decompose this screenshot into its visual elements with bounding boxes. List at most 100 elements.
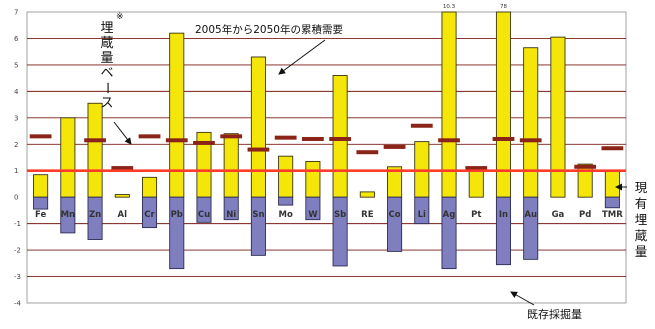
category-label-au: Au	[524, 210, 537, 220]
bars	[33, 11, 620, 270]
bar-mined-pb	[169, 196, 185, 270]
bar-demand-sb	[332, 75, 348, 198]
reserve-base-char: 蔵	[100, 36, 113, 51]
marker-reserve-base-pd	[574, 164, 597, 169]
current-reserve-char: 現	[635, 180, 648, 195]
marker-reserve-base-tmr	[601, 146, 624, 151]
bar-demand-pt	[468, 167, 484, 198]
marker-reserve-base-w	[301, 136, 324, 141]
y-tick-label: 2	[14, 141, 18, 149]
reserve-base-markers	[29, 123, 624, 171]
category-label-co: Co	[389, 210, 401, 220]
bar-demand-mo	[278, 155, 294, 198]
category-label-li: Li	[418, 210, 426, 220]
bar-demand-zn	[87, 102, 103, 198]
current-reserve-char: 量	[635, 244, 648, 259]
category-label-ag: Ag	[443, 210, 456, 220]
bar-demand-w	[305, 161, 321, 198]
category-label-ni: Ni	[226, 210, 236, 220]
marker-reserve-base-fe	[29, 134, 52, 139]
marker-reserve-base-ni	[220, 134, 243, 139]
bar-mined-ag	[441, 196, 457, 270]
y-tick-label: -4	[14, 300, 22, 308]
marker-reserve-base-au	[519, 138, 542, 143]
y-tick-label: 7	[14, 9, 18, 17]
category-label-w: W	[308, 210, 318, 220]
category-label-pd: Pd	[579, 210, 591, 220]
y-tick-label: 1	[14, 167, 18, 175]
reserve-base-arrow	[113, 121, 132, 145]
category-label-sn: Sn	[252, 210, 264, 220]
category-label-mo: Mo	[279, 210, 293, 220]
y-tick-label: 5	[14, 61, 18, 69]
bar-mined-tmr	[604, 196, 620, 209]
bar-demand-li	[414, 141, 430, 198]
bar-mined-sn	[250, 196, 266, 256]
bar-mined-in	[495, 196, 512, 266]
marker-reserve-base-cr	[138, 134, 161, 139]
current-reserve-char: 蔵	[635, 228, 648, 243]
bar-mined-li	[414, 196, 430, 225]
y-tick-label: 0	[14, 194, 18, 202]
bar-demand-ag	[441, 11, 457, 198]
marker-reserve-base-mo	[274, 135, 297, 140]
reserve-base-char: 埋	[100, 21, 113, 36]
bar-mined-fe	[33, 196, 49, 210]
existing-mined-arrow	[510, 291, 535, 306]
marker-reserve-base-cu	[193, 140, 215, 145]
marker-reserve-base-sb	[329, 136, 352, 141]
y-tick-label: 4	[14, 88, 19, 96]
value-label-in: 78	[500, 4, 507, 10]
marker-reserve-base-zn	[84, 138, 106, 143]
marker-reserve-base-pt	[465, 166, 488, 171]
bar-mined-w	[305, 196, 321, 221]
marker-reserve-base-re	[356, 150, 379, 155]
y-tick-label: 3	[14, 114, 18, 122]
bar-demand-fe	[33, 174, 49, 198]
bar-mined-cr	[141, 196, 158, 229]
category-label-tmr: TMR	[602, 210, 623, 220]
category-label-ga: Ga	[552, 210, 565, 220]
category-label-pt: Pt	[471, 210, 481, 220]
category-label-in: In	[499, 210, 508, 220]
category-label-cu: Cu	[198, 210, 210, 220]
bar-mined-au	[523, 196, 539, 260]
reserve-base-char: 量	[100, 51, 113, 66]
bar-demand-mn	[60, 117, 76, 198]
bar-mined-cu	[196, 196, 212, 223]
bar-mined-ni	[223, 196, 239, 221]
bar-mined-mn	[60, 196, 76, 234]
bar-demand-re	[359, 191, 375, 198]
marker-reserve-base-li	[410, 123, 433, 128]
marker-reserve-base-co	[383, 144, 406, 149]
category-label-sb: Sb	[334, 210, 346, 220]
bar-mined-zn	[87, 196, 103, 240]
demand-annotation: 2005年から2050年の累積需要	[195, 23, 343, 36]
category-label-al: Al	[118, 210, 128, 220]
existing-mined-annotation: 既存採掘量	[527, 307, 582, 321]
bar-demand-ni	[223, 133, 239, 198]
plot-frame	[26, 11, 627, 304]
bar-mined-sb	[332, 196, 348, 267]
bar-mined-mo	[278, 196, 294, 206]
category-label-re: RE	[361, 210, 374, 220]
category-labels: Fe Mn Zn Al Cr Pb Cu Ni Sn Mo W Sb RE Co Li Ag Pt In Au Ga P…	[35, 210, 623, 220]
current-reserve-char: 埋	[635, 212, 648, 227]
bar-demand-cr	[141, 176, 158, 198]
bar-demand-pb	[169, 32, 185, 198]
y-tick-label: -1	[14, 220, 21, 228]
y-tick-label: 6	[14, 35, 19, 43]
y-tick-label: -2	[14, 247, 21, 255]
bar-mined-co	[387, 196, 403, 252]
reserve-base-char: ー	[99, 81, 114, 94]
category-label-zn: Zn	[89, 210, 101, 220]
reserve-base-char: ベ	[100, 66, 113, 81]
bar-demand-in	[495, 11, 512, 198]
bar-demand-sn	[250, 56, 266, 198]
category-label-mn: Mn	[61, 210, 76, 220]
marker-reserve-base-pb	[165, 138, 188, 143]
bar-demand-pd	[577, 163, 593, 198]
marker-reserve-base-in	[492, 136, 515, 141]
